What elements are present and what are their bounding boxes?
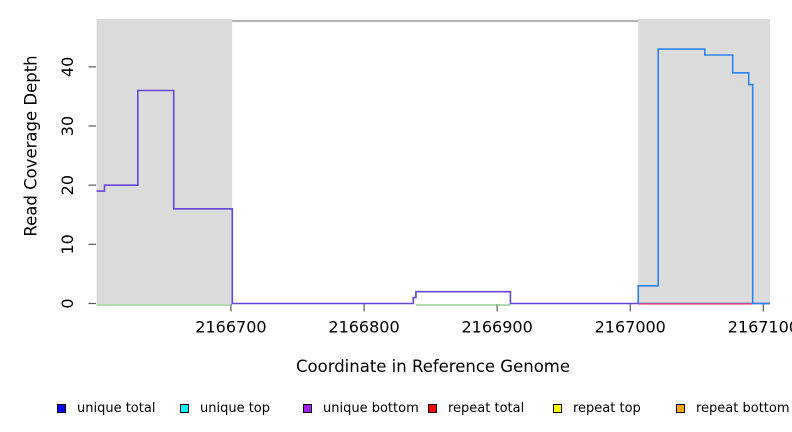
legend-swatch [180,403,189,413]
legend: unique total unique top unique bottom repea… [0,399,792,419]
legend-label: unique total [77,400,156,416]
x-tick-label: 2166800 [328,318,399,337]
x-tick-label: 2167000 [595,318,666,337]
y-tick-label: 10 [58,234,77,254]
x-tick-label: 2167100 [728,318,792,337]
legend-label: unique top [200,400,271,416]
legend-label: repeat top [573,400,641,416]
series-unique-total [637,48,770,305]
x-tick-label: 2166700 [195,318,266,337]
legend-item-unique-total: unique total [57,399,155,417]
y-tick-label: 0 [58,298,77,308]
legend-item-unique-bottom: unique bottom [303,399,419,417]
y-axis-title: Read Coverage Depth [21,55,41,237]
legend-swatch [303,403,312,413]
legend-item-repeat-bottom: repeat bottom [676,399,790,417]
legend-label: repeat bottom [696,400,790,416]
y-tick-label: 40 [58,57,77,77]
legend-item-repeat-total: repeat total [428,399,524,417]
shaded-region [96,19,233,304]
y-tick-label: 30 [58,116,77,136]
legend-swatch [676,403,685,413]
x-tick-label: 2166900 [462,318,533,337]
legend-label: repeat total [448,400,525,416]
series-unique-bottom [96,89,770,305]
x-axis-title: Coordinate in Reference Genome [295,357,571,376]
legend-item-repeat-top: repeat top [553,399,641,417]
plot-svg: 2166700 2166800 2166900 2167000 2167100 0 10 20… [58,19,792,337]
legend-label: unique bottom [323,400,419,416]
legend-swatch [57,403,66,413]
legend-item-unique-top: unique top [180,399,270,417]
legend-swatch [553,403,562,413]
shaded-region [638,19,770,304]
y-tick-label: 20 [58,175,77,195]
legend-swatch [428,403,437,413]
